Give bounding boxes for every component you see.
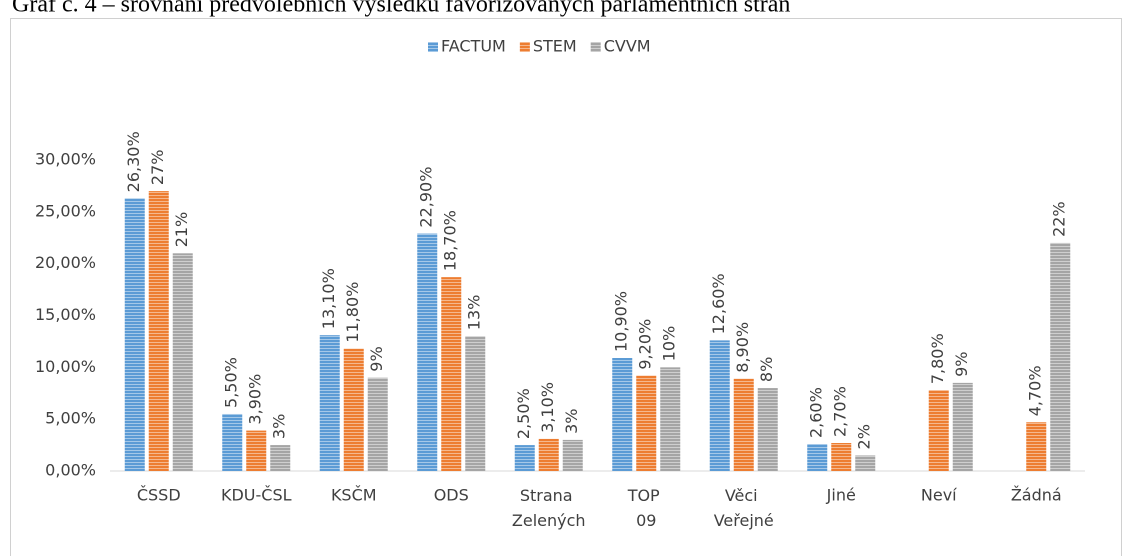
- bar: [319, 335, 340, 471]
- bar: [733, 378, 754, 471]
- data-label: 2,60%: [807, 387, 826, 438]
- x-tick-label: TOP 09: [627, 486, 665, 530]
- legend-label: CVVM: [604, 37, 651, 56]
- legend-swatch: [519, 42, 530, 52]
- bar: [928, 390, 949, 471]
- x-tick-label: Žádná: [1011, 486, 1062, 505]
- data-label: 10,90%: [612, 291, 631, 352]
- bar: [222, 413, 243, 471]
- bar: [367, 377, 388, 471]
- bar: [441, 277, 462, 471]
- bar: [612, 358, 633, 471]
- data-label: 13,10%: [319, 268, 338, 329]
- bar: [660, 367, 681, 471]
- data-label: 18,70%: [441, 210, 460, 271]
- data-label: 9,20%: [636, 319, 655, 370]
- data-label: 27%: [148, 150, 167, 186]
- y-tick-label: 0,00%: [45, 461, 96, 480]
- bar: [148, 191, 169, 471]
- legend-label: STEM: [533, 37, 577, 56]
- data-label: 4,70%: [1026, 365, 1045, 416]
- bar: [757, 388, 778, 471]
- data-label: 9%: [367, 346, 386, 371]
- bar: [1050, 242, 1071, 471]
- data-label: 3,10%: [538, 382, 557, 433]
- x-tick-label: Jiné: [826, 486, 856, 505]
- legend-swatch: [590, 42, 601, 52]
- bar: [855, 455, 876, 471]
- data-label: 2,50%: [514, 388, 533, 439]
- data-label: 5,50%: [222, 357, 241, 408]
- x-tick-label: Strana Zelených: [512, 486, 586, 530]
- bar: [807, 444, 828, 471]
- y-tick-label: 5,00%: [45, 409, 96, 428]
- bar: [172, 253, 193, 471]
- data-label: 2%: [855, 424, 874, 449]
- y-tick-label: 25,00%: [35, 201, 96, 220]
- bar: [636, 375, 657, 471]
- data-label: 21%: [172, 212, 191, 248]
- bar: [952, 382, 973, 471]
- legend-swatch: [428, 42, 438, 52]
- data-label: 8,90%: [733, 322, 752, 373]
- data-label: 3%: [562, 409, 581, 434]
- data-label: 22,90%: [417, 167, 436, 228]
- y-tick-label: 15,00%: [35, 305, 96, 324]
- bar: [538, 438, 559, 471]
- bar: [1026, 422, 1047, 471]
- chart-frame: [10, 18, 1122, 556]
- data-label: 22%: [1050, 201, 1069, 237]
- data-label: 9%: [952, 351, 971, 376]
- data-label: 7,80%: [928, 333, 947, 384]
- bar: [417, 233, 438, 471]
- data-label: 3,90%: [246, 374, 265, 425]
- data-label: 8%: [757, 357, 776, 382]
- data-label: 2,70%: [831, 386, 850, 437]
- bar: [270, 445, 291, 471]
- data-label: 3%: [270, 414, 289, 439]
- bar: [831, 443, 852, 471]
- bar: [709, 340, 730, 471]
- bar: [246, 430, 267, 471]
- x-tick-label: KDU-ČSL: [221, 486, 292, 505]
- x-tick-label: ODS: [434, 486, 469, 505]
- data-label: 10%: [660, 326, 679, 362]
- data-label: 26,30%: [124, 131, 143, 192]
- bar: [514, 445, 535, 471]
- y-tick-label: 30,00%: [35, 150, 96, 169]
- legend-label: FACTUM: [441, 37, 506, 56]
- bar: [562, 439, 583, 471]
- x-tick-label: Věci Veřejné: [714, 486, 774, 530]
- y-tick-label: 20,00%: [35, 253, 96, 272]
- y-tick-label: 10,00%: [35, 357, 96, 376]
- x-tick-label: Neví: [921, 486, 957, 505]
- data-label: 11,80%: [343, 282, 362, 343]
- chart-title: Graf č. 4 – srovnání předvolebních výsle…: [12, 0, 790, 18]
- data-label: 12,60%: [709, 273, 728, 334]
- data-label: 13%: [465, 295, 484, 331]
- bar: [465, 336, 486, 471]
- x-tick-label: KSČM: [331, 486, 377, 505]
- bar: [124, 198, 145, 471]
- x-tick-label: ČSSD: [137, 486, 181, 505]
- bar: [343, 348, 364, 471]
